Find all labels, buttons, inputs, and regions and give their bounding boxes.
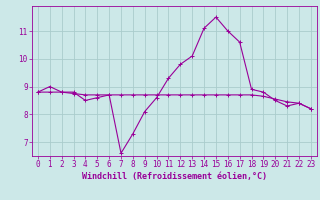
X-axis label: Windchill (Refroidissement éolien,°C): Windchill (Refroidissement éolien,°C) [82,172,267,181]
